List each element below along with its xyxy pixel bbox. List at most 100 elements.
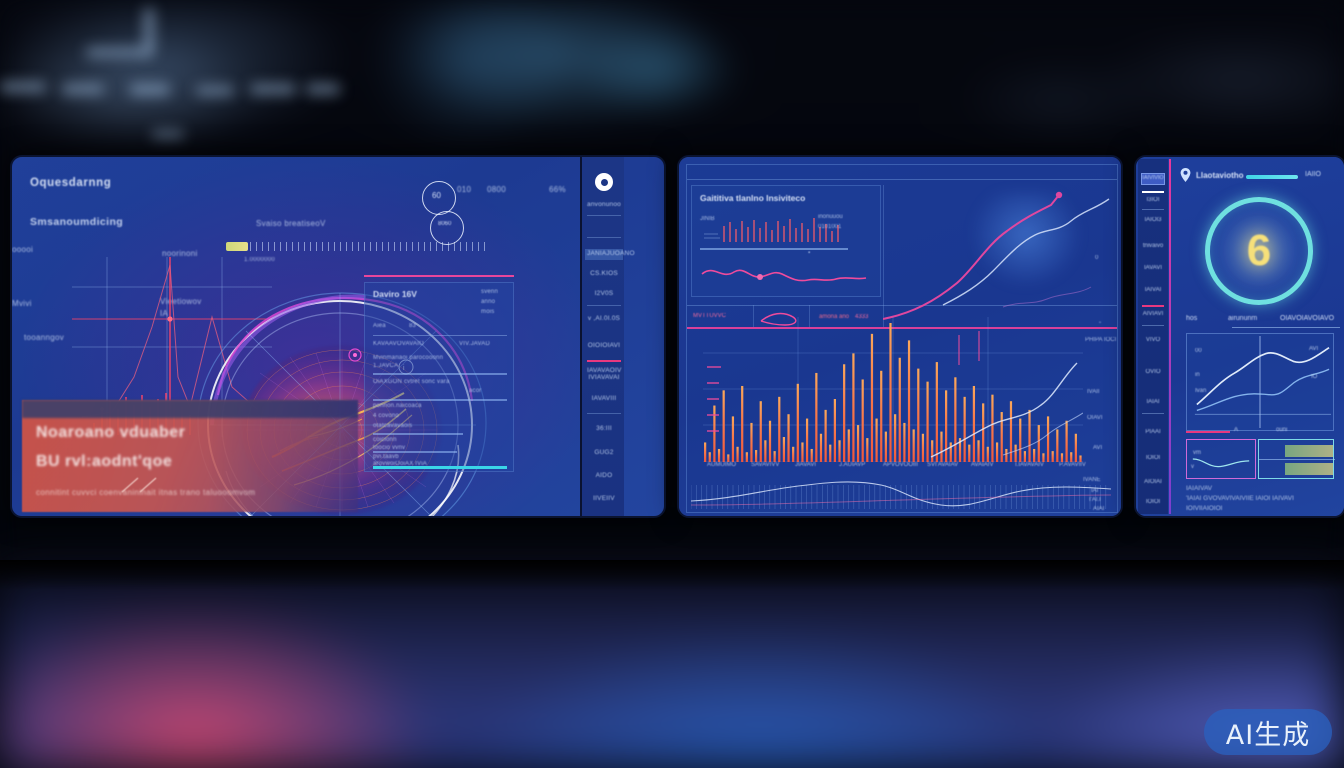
detail-meta-2: mois [481,309,495,315]
bg-streak [86,48,148,57]
tab-1[interactable]: airununm [1228,315,1258,322]
trend-chart-svg [1194,335,1332,429]
sidebar-item-7[interactable]: IAVAVIII [591,395,617,402]
circle-right-label-2: 0800 [487,185,506,194]
rp-sidebar-item-4[interactable]: IAIVAI [1144,287,1162,293]
detail-row-label-6: 4 covono [373,413,399,419]
detail-row-label-11: arovwoiOoiAX IViA [373,461,427,467]
right-panel-sidebar[interactable]: IAIVIVIO I3IOI IAIOI3 tnivaivo IAVAVI IA… [1138,159,1168,514]
highlight-card-topbar [22,400,358,418]
detail-row-label-5: ponnon.naicoaca [373,403,422,409]
panel-left[interactable]: Oquesdarnng Smsanoumdicing noorinoni Vie… [10,155,666,518]
axis-label-right-3: OIAVI [1087,415,1103,421]
rp-sidebar-item-8[interactable]: IAIAI [1146,399,1160,405]
circle-right-label-3: 66% [549,185,566,194]
panel-center[interactable]: Gaititiva tlanlno lnsiviteco JINIB [677,155,1123,518]
highlight-slash-icon [121,477,157,493]
sidebar-item-4[interactable]: v ,AI.0I.0S [587,315,621,322]
rp-sidebar-item-9[interactable]: PIAAI [1145,429,1161,435]
orb-label: Svaiso breatiseoV [256,219,326,228]
trend-x-label-1: ouni [1276,427,1288,433]
table-row-value-1: 4333 [855,314,869,320]
hist-x-label-1: SAVAVIVV [751,462,780,468]
trend-chart[interactable]: 00 in Ivan AVI IO [1186,333,1334,431]
sidebar-highlight[interactable] [1141,173,1165,185]
detail-row-label-1: KAVAAVOVAVAIO [373,341,424,347]
highlight-card[interactable]: Noaroano vduaber BU rvl:aodnt'qoe connit… [22,400,358,512]
strip-label-3: AIAI [1093,506,1105,512]
sidebar-item-5[interactable]: OIOIOIAVI [587,342,621,349]
rp-sidebar-item-12[interactable]: IOIOI [1145,499,1161,505]
gauge-value: 6 [1246,226,1272,275]
location-pin-icon[interactable] [1180,168,1191,182]
sidebar-item-highlight[interactable] [585,249,623,260]
progress-bar[interactable] [1246,175,1298,179]
growth-line-chart [883,191,1110,320]
sidebar-item-11[interactable]: IIVEIIV [593,495,615,502]
bottom-strip-chart [691,481,1111,509]
rp-sidebar-highlight-label[interactable]: IAIVIVIO [1142,175,1164,181]
label-mid2: IA [160,309,169,318]
tab-2[interactable]: OIAVOIAVOIAVO [1280,315,1335,322]
sidebar-item-3[interactable]: I2V0S [594,290,614,297]
detail-row-value-2: 1.JAVCA [373,363,399,369]
circle-target-icon[interactable] [595,173,613,191]
tab-underline [1232,327,1340,328]
metrics-card[interactable]: Gaititiva tlanlno lnsiviteco JINIB [691,185,881,297]
trend-series-label-2: IO [1311,374,1318,380]
tab-0[interactable]: hos [1186,315,1198,322]
panel-right[interactable]: IAIVIVIO I3IOI IAIOI3 tnivaivo IAVAVI IA… [1134,155,1344,518]
histogram-chart [703,317,1083,462]
circular-gauge[interactable]: 6 [1205,197,1313,305]
hist-x-label-0: AUMUIMO [707,462,736,468]
sidebar-accent-bar [587,360,621,362]
circle-right-label-1: 010 [457,185,472,194]
mini-divider [1259,459,1335,460]
circle-badges: 60 8060 [400,181,470,259]
rp-sidebar-item-10[interactable]: IOIOI [1145,455,1161,461]
mini-bar-1 [1285,445,1333,457]
sidebar-item-10[interactable]: AIDO [595,472,613,479]
strip-label-0: IVANE [1083,477,1101,483]
ai-watermark-label: AI生成 [1225,719,1311,751]
rp-sidebar-item-7[interactable]: OVIO [1145,369,1161,375]
metrics-bar-chart [704,218,839,242]
mini-card-left[interactable]: vm v [1186,439,1256,479]
left-panel-sidebar[interactable]: anvonunoo JANIAJUOANO CS.KIOS I2V0S v ,A… [580,157,635,516]
footer-line-3: IOIVIIAIOIOI [1186,505,1223,512]
sidebar-item-1[interactable]: JANIAJUOANO [587,250,635,257]
metrics-legend-label: inonuuou [818,214,843,220]
rp-sidebar-item-6[interactable]: VIVO [1145,337,1161,343]
rp-sidebar-item-1[interactable]: IAIOI3 [1144,217,1162,223]
trend-y-label-1: in [1195,372,1200,378]
sidebar-item-0[interactable]: anvonunoo [587,201,621,208]
right-panel-accent-line [1169,159,1171,514]
gauge-ring [1205,197,1313,305]
rp-sidebar-item-2[interactable]: tnivaivo [1142,243,1164,249]
detail-row-label-9: toocio vvnv [373,445,406,451]
sidebar-item-9[interactable]: GUG2 [594,449,614,456]
detail-card[interactable]: Daviro 16V svenn anno mois Aiea 83 KAVAA… [364,282,514,472]
right-panel-main: Llaotaviotho IAIIO 6 hos airununm OIAVOI… [1174,159,1344,514]
rp-sidebar-item-11[interactable]: AIOIAI [1144,479,1162,485]
detail-meta-1: anno [481,299,496,305]
hist-x-label-4: APVOVOOIII [883,462,919,468]
histogram-x-axis: AUMUIMO SAVAVIVV JIAVAVI J.AUIAVP APVOVOOIII… [703,462,1099,472]
detail-row-value-1: VIV.JAVAD [459,341,491,347]
hist-x-label-7: I.IAVAVAIV [1015,462,1044,468]
rp-sidebar-item-3[interactable]: IAVAVI [1143,265,1162,271]
right-panel-tabs[interactable]: hos airununm OIAVOIAVOIAVO [1180,315,1340,329]
sidebar-item-6[interactable]: IAVAVAOIV IVIAVAVAI [587,367,622,381]
sidebar-item-2[interactable]: CS.KIOS [590,270,618,277]
detail-row-label-0: Aiea [373,323,386,329]
sidebar-item-8[interactable]: 36:III [596,425,612,432]
rp-sidebar-item-5[interactable]: AIVIAVI [1142,311,1164,317]
bg-streak [144,8,154,56]
rp-sidebar-item-0[interactable]: I3IOI [1146,197,1160,203]
trend-x-label-0: A [1234,427,1239,433]
axis-tick-right-0: ▫ [1099,320,1102,326]
mini-card-right[interactable] [1258,439,1335,479]
highlight-heading-1: Noaroano vduaber [36,424,186,441]
bg-streak [152,130,184,139]
label-top: noorinoni [162,249,198,258]
